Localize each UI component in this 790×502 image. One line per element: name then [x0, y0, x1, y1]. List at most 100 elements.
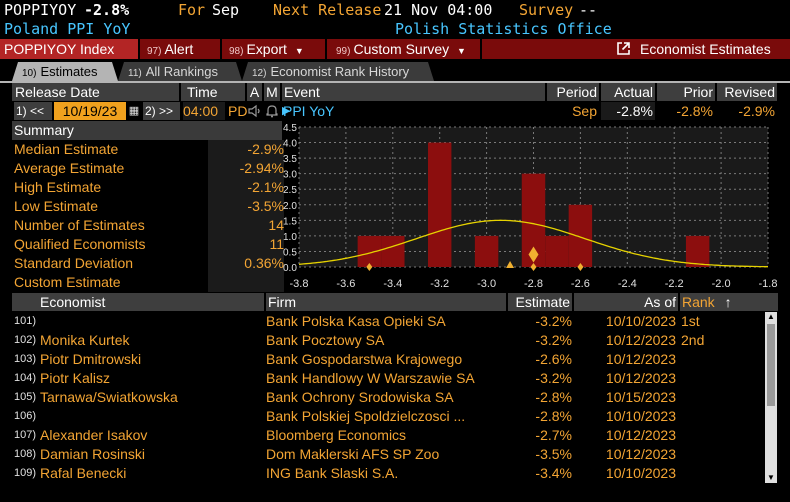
- col-economist[interactable]: Economist: [12, 293, 264, 311]
- ticker: POPPIYOY: [4, 1, 77, 19]
- row-number: 101): [14, 315, 37, 327]
- firm-name[interactable]: Bank Gospodarstwa Krajowego: [266, 351, 463, 367]
- alert-button[interactable]: 97) Alert: [147, 39, 193, 59]
- rank-value: 2nd: [681, 332, 705, 348]
- index-button[interactable]: POPPIYOY Index: [0, 39, 138, 59]
- custom-estimate-input[interactable]: [208, 273, 284, 292]
- table-row[interactable]: 107) Alexander Isakov Bloomberg Economic…: [0, 426, 770, 445]
- rank-value: 1st: [681, 313, 700, 329]
- col-estimate[interactable]: Estimate: [508, 293, 572, 311]
- prev-release-button[interactable]: 1) <<: [14, 102, 52, 120]
- economist-name[interactable]: Alexander Isakov: [40, 427, 148, 443]
- col-as-of[interactable]: As of: [574, 293, 678, 311]
- release-period: Sep: [572, 103, 597, 119]
- x-tick-label: -3.8: [290, 278, 309, 290]
- alert-sound-icon[interactable]: [248, 102, 263, 120]
- tab-all-rankings-label: All Rankings: [145, 64, 218, 79]
- release-prior: -2.8%: [676, 103, 713, 119]
- firm-name[interactable]: Bank Ochrony Srodowiska SA: [266, 389, 454, 405]
- firm-name[interactable]: Bank Polskiej Spoldzielczosci ...: [266, 408, 466, 424]
- table-row[interactable]: 103) Piotr Dmitrowski Bank Gospodarstwa …: [0, 350, 770, 369]
- col-m: M: [264, 83, 280, 101]
- x-tick-label: -3.0: [477, 278, 496, 290]
- table-row[interactable]: 104) Piotr Kalisz Bank Handlowy W Warsza…: [0, 369, 770, 388]
- histogram-bar: [568, 204, 593, 267]
- col-actual: Actual: [601, 83, 655, 101]
- tab-all-rankings[interactable]: 11) All Rankings: [118, 62, 242, 81]
- tab-estimates[interactable]: 10) Estimates: [12, 62, 118, 81]
- summary-value: 0.36%: [208, 254, 284, 273]
- release-time: 04:00: [183, 102, 225, 120]
- summary-title: Summary: [14, 122, 74, 138]
- col-rank[interactable]: Rank ↑: [680, 293, 778, 311]
- row-number: 107): [14, 429, 37, 441]
- y-tick-label: 4.0: [283, 139, 297, 150]
- firm-name[interactable]: ING Bank Slaski S.A.: [266, 465, 399, 481]
- economist-name[interactable]: Rafal Benecki: [40, 465, 127, 481]
- export-button[interactable]: 98) Export ▼: [229, 39, 304, 59]
- economist-name[interactable]: Damian Rosinski: [40, 446, 146, 462]
- export-label: Export: [246, 41, 287, 57]
- event-name[interactable]: PPI YoY: [283, 102, 483, 120]
- firm-name[interactable]: Dom Maklerski AFS SP Zoo: [266, 446, 440, 462]
- x-tick-label: -1.8: [759, 278, 778, 290]
- economist-estimates-button[interactable]: Economist Estimates: [617, 39, 771, 59]
- series-name: Poland PPI YoY: [4, 20, 131, 38]
- estimates-histogram: 0.0 0.5 1.0 1.5 2.0 2.5 3.0 3.5 4.0 4.5 -3.8 -3.6 -3…: [283, 123, 778, 290]
- row-number: 102): [14, 334, 37, 346]
- x-tick-label: -3.6: [336, 278, 355, 290]
- summary-label: Custom Estimate: [14, 274, 121, 290]
- summary-value: 14: [208, 216, 284, 235]
- survey-label: Survey: [519, 1, 574, 19]
- actual-marker-icon: [528, 246, 539, 263]
- calendar-icon[interactable]: ▦: [128, 105, 140, 117]
- export-dropdown-icon: ▼: [294, 46, 304, 56]
- x-tick-label: -2.4: [618, 278, 637, 290]
- custom-survey-label: Custom Survey: [353, 41, 450, 57]
- header-bar: POPPIYOY -2.8% For Sep Next Release 21 N…: [0, 0, 790, 20]
- next-release-button[interactable]: 2) >>: [143, 102, 180, 120]
- estimate-value: -2.8%: [535, 389, 572, 405]
- scrollbar-thumb[interactable]: [767, 324, 775, 406]
- table-row[interactable]: 102) Monika Kurtek Bank Pocztowy SA -3.2…: [0, 331, 770, 350]
- median-marker-icon: [506, 261, 515, 268]
- economist-name[interactable]: Tarnawa/Swiatkowska: [40, 389, 178, 405]
- firm-name[interactable]: Bank Polska Kasa Opieki SA: [266, 313, 446, 329]
- col-firm[interactable]: Firm: [266, 293, 506, 311]
- y-tick-label: 1.0: [283, 232, 297, 243]
- summary-label: High Estimate: [14, 179, 102, 195]
- summary-label: Median Estimate: [14, 141, 119, 157]
- economist-name[interactable]: Piotr Dmitrowski: [40, 351, 142, 367]
- table-row[interactable]: 106) Bank Polskiej Spoldzielczosci ... -…: [0, 407, 770, 426]
- release-timezone: PD: [228, 103, 248, 119]
- col-period: Period: [547, 83, 599, 101]
- table-row[interactable]: 108) Damian Rosinski Dom Maklerski AFS S…: [0, 445, 770, 464]
- release-date-input[interactable]: 10/19/23: [54, 102, 126, 120]
- table-row[interactable]: 105) Tarnawa/Swiatkowska Bank Ochrony Sr…: [0, 388, 770, 407]
- row-number: 109): [14, 467, 37, 479]
- estimate-value: -2.6%: [535, 351, 572, 367]
- scroll-down-icon[interactable]: ▼: [767, 473, 775, 482]
- firm-name[interactable]: Bloomberg Economics: [266, 427, 407, 443]
- estimate-value: -3.4%: [535, 465, 572, 481]
- summary-label: Number of Estimates: [14, 217, 145, 233]
- table-row[interactable]: 101) Bank Polska Kasa Opieki SA -3.2% 10…: [0, 312, 770, 331]
- economist-name[interactable]: Monika Kurtek: [40, 332, 130, 348]
- table-scrollbar[interactable]: ▲ ▼: [765, 312, 777, 483]
- tab-economist-rank-history[interactable]: 12) Economist Rank History: [242, 62, 434, 81]
- as-of-date: 10/10/2023: [605, 313, 676, 329]
- economist-estimates-label: Economist Estimates: [640, 41, 771, 57]
- scroll-up-icon[interactable]: ▲: [767, 312, 775, 321]
- y-tick-label: 2.0: [283, 201, 297, 212]
- table-row[interactable]: 109) Rafal Benecki ING Bank Slaski S.A. …: [0, 464, 770, 483]
- as-of-date: 10/12/2023: [605, 427, 676, 443]
- economist-name[interactable]: Piotr Kalisz: [40, 370, 111, 386]
- bell-icon[interactable]: [265, 102, 280, 120]
- firm-name[interactable]: Bank Pocztowy SA: [266, 332, 385, 348]
- series-source: Polish Statistics Office: [395, 20, 612, 38]
- summary-label: Average Estimate: [14, 160, 125, 176]
- custom-survey-dropdown-icon: ▼: [457, 46, 466, 56]
- custom-survey-button[interactable]: 99) Custom Survey ▼: [336, 39, 466, 59]
- col-revised: Revised: [717, 83, 777, 101]
- firm-name[interactable]: Bank Handlowy W Warszawie SA: [266, 370, 475, 386]
